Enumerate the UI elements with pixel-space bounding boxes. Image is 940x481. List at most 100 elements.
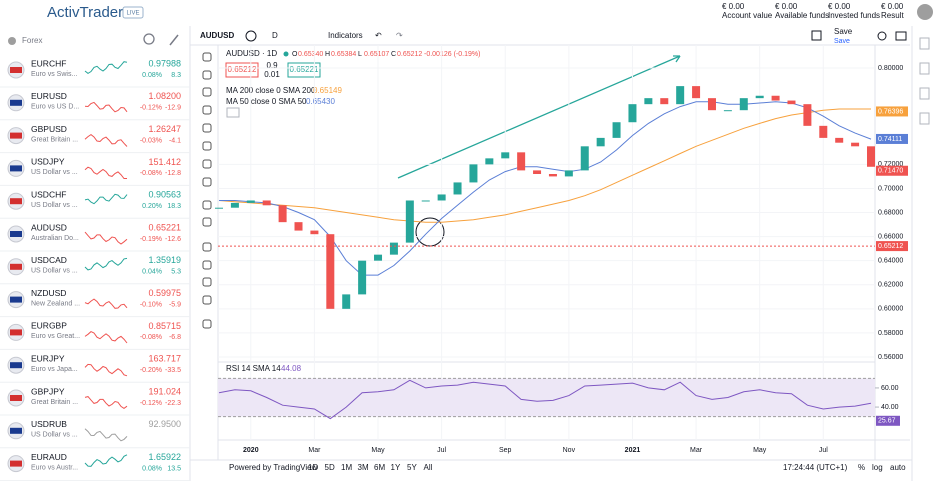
search-icon[interactable] (143, 33, 155, 45)
pct-toggle[interactable]: % (858, 463, 865, 472)
sparkline (84, 61, 128, 75)
y-tick-label: 0.68000 (878, 209, 903, 216)
y-tick-label: 0.80000 (878, 65, 903, 72)
symbol[interactable]: USDCAD (31, 255, 67, 265)
buy-box[interactable] (287, 62, 321, 78)
candle (644, 98, 653, 105)
symbol[interactable]: EURUSD (31, 91, 67, 101)
symbol[interactable]: EURJPY (31, 353, 65, 363)
rail-icon[interactable] (919, 37, 930, 50)
x-tick-label: Jul (819, 447, 828, 454)
rail-icon[interactable] (919, 62, 930, 75)
symbol[interactable]: EURCHF (31, 58, 66, 68)
range-button[interactable]: 1M (341, 463, 352, 472)
camera-icon[interactable] (895, 31, 907, 41)
auto-toggle[interactable]: auto (890, 463, 906, 472)
settings-icon[interactable] (877, 31, 887, 41)
symbol[interactable]: NZDUSD (31, 288, 66, 298)
series-line (218, 108, 871, 223)
toolbar-save[interactable]: Save (834, 27, 853, 36)
buy-price[interactable]: 0.65221 (290, 65, 319, 74)
toolbar-save-sub[interactable]: Save (834, 38, 850, 45)
range-buttons: 1D 5D 1M 3M 6M 1Y 5Y All (308, 463, 433, 472)
stat-label: Invested funds (828, 11, 880, 20)
redo[interactable]: ↷ (396, 31, 403, 40)
tool-icon[interactable] (202, 295, 212, 305)
price-marker-label: 0.76396 (878, 108, 903, 115)
symbol[interactable]: USDRUB (31, 419, 67, 429)
y-tick-label: 40.00 (881, 404, 899, 411)
tool-icon[interactable] (202, 319, 212, 329)
sell-price[interactable]: 0.65212 (228, 65, 257, 74)
candle (723, 110, 732, 112)
range-button[interactable]: 6M (374, 463, 385, 472)
tool-icon[interactable] (202, 105, 212, 115)
symbol[interactable]: GBPUSD (31, 124, 67, 134)
symbol[interactable]: USDCHF (31, 189, 66, 199)
x-tick-label: Mar (308, 447, 321, 454)
avatar[interactable] (917, 4, 933, 20)
powered-by[interactable]: Powered by TradingView (229, 463, 318, 472)
candle (851, 142, 860, 147)
tool-icon[interactable] (202, 200, 212, 210)
layout-icon[interactable] (811, 30, 822, 41)
symbol[interactable]: EURAUD (31, 452, 67, 462)
change: -22.3 (165, 400, 181, 407)
undo[interactable]: ↶ (375, 31, 382, 40)
toolbar-symbol[interactable]: AUDUSD (200, 31, 234, 40)
range-button[interactable]: 5D (325, 463, 335, 472)
stat-value: € 0.00 (775, 2, 798, 11)
symbol[interactable]: AUDUSD (31, 222, 67, 232)
tool-icon[interactable] (202, 70, 212, 80)
indicator-name: MA 200 close 0 SMA 200 (226, 86, 316, 95)
toolbar-interval[interactable]: D (272, 31, 278, 40)
ohlc-value: -0.00126 (-0.19%) (424, 51, 480, 58)
indicator-last: 0.65149 (313, 86, 342, 95)
range-button[interactable]: 1D (308, 463, 318, 472)
price-marker-label: 0.71470 (878, 168, 903, 175)
order-size[interactable]: 0.01 (264, 70, 280, 79)
collapse-button[interactable] (226, 107, 240, 118)
tool-icon[interactable] (202, 123, 212, 133)
flag-stripe (10, 132, 22, 139)
range-button[interactable]: 3M (358, 463, 369, 472)
candle (660, 98, 669, 105)
tool-icon[interactable] (202, 52, 212, 62)
tool-icon[interactable] (202, 277, 212, 287)
log-toggle[interactable]: log (872, 463, 883, 472)
sparkline (84, 363, 128, 377)
tool-icon[interactable] (202, 242, 212, 252)
change: -12.8 (165, 170, 181, 177)
tool-icon[interactable] (202, 260, 212, 270)
tool-icon[interactable] (202, 141, 212, 151)
ohlc-value: 0.65384 (331, 51, 356, 58)
tool-icon[interactable] (202, 177, 212, 187)
trend-arrowhead (673, 55, 681, 63)
description: Australian Do... (31, 235, 79, 242)
symbol[interactable]: EURGBP (31, 321, 67, 331)
tool-icon[interactable] (202, 87, 212, 97)
rail-icon[interactable] (919, 87, 930, 100)
rail-icon[interactable] (919, 112, 930, 125)
range-button[interactable]: 5Y (407, 463, 417, 472)
sell-box[interactable] (225, 62, 259, 78)
symbol[interactable]: GBPJPY (31, 386, 65, 396)
x-tick-label: Nov (563, 447, 576, 454)
range-button[interactable]: All (424, 463, 433, 472)
tool-icon[interactable] (202, 159, 212, 169)
edit-icon[interactable] (169, 34, 179, 46)
sparkline (84, 331, 128, 344)
tool-icon[interactable] (202, 217, 212, 227)
y-tick-label: 0.60000 (878, 306, 903, 313)
range-button[interactable]: 1Y (391, 463, 401, 472)
symbol[interactable]: USDJPY (31, 157, 65, 167)
sparkline (84, 257, 128, 271)
toolbar-indicators[interactable]: Indicators (328, 31, 363, 40)
candle (596, 137, 605, 147)
price: 0.85715 (148, 321, 181, 331)
candle (389, 242, 398, 255)
change-pct: -0.20% (140, 367, 162, 374)
change: 8.3 (171, 72, 181, 79)
add-icon[interactable] (245, 30, 257, 42)
